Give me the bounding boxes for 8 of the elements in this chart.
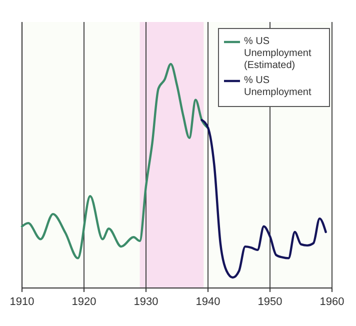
legend-label: % US Unemployment (Estimated): [244, 36, 312, 72]
x-tick-label: 1930: [134, 296, 158, 308]
x-tick-label: 1940: [196, 296, 220, 308]
x-tick-label: 1910: [10, 296, 34, 308]
x-tick-label: 1960: [320, 296, 344, 308]
x-tick-label: 1920: [72, 296, 96, 308]
x-tick-label: 1950: [258, 296, 282, 308]
legend-label: % US Unemployment: [244, 75, 312, 99]
